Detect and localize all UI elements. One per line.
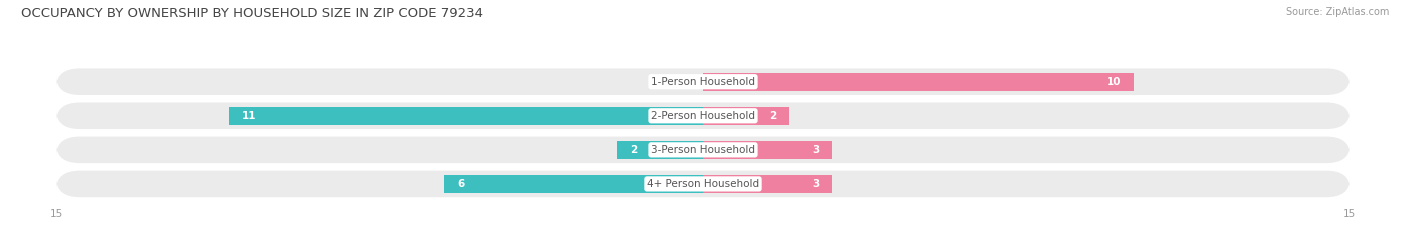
Text: 6: 6 xyxy=(457,179,464,189)
Text: 10: 10 xyxy=(1107,77,1121,87)
Bar xyxy=(444,175,703,193)
Text: 2: 2 xyxy=(630,145,637,155)
Text: OCCUPANCY BY OWNERSHIP BY HOUSEHOLD SIZE IN ZIP CODE 79234: OCCUPANCY BY OWNERSHIP BY HOUSEHOLD SIZE… xyxy=(21,7,484,20)
Text: 0: 0 xyxy=(679,77,686,87)
Text: 2-Person Household: 2-Person Household xyxy=(651,111,755,121)
Bar xyxy=(703,107,789,125)
FancyBboxPatch shape xyxy=(56,69,1350,95)
FancyBboxPatch shape xyxy=(56,171,1350,197)
Text: 4+ Person Household: 4+ Person Household xyxy=(647,179,759,189)
Bar xyxy=(703,73,1135,91)
Bar xyxy=(229,107,703,125)
Text: 3-Person Household: 3-Person Household xyxy=(651,145,755,155)
Bar xyxy=(703,175,832,193)
Bar xyxy=(617,141,703,159)
FancyBboxPatch shape xyxy=(56,137,1350,163)
Bar xyxy=(703,141,832,159)
Text: Source: ZipAtlas.com: Source: ZipAtlas.com xyxy=(1285,7,1389,17)
Text: 3: 3 xyxy=(813,179,820,189)
Text: 11: 11 xyxy=(242,111,256,121)
Text: 2: 2 xyxy=(769,111,776,121)
Text: 3: 3 xyxy=(813,145,820,155)
FancyBboxPatch shape xyxy=(56,103,1350,129)
Text: 1-Person Household: 1-Person Household xyxy=(651,77,755,87)
